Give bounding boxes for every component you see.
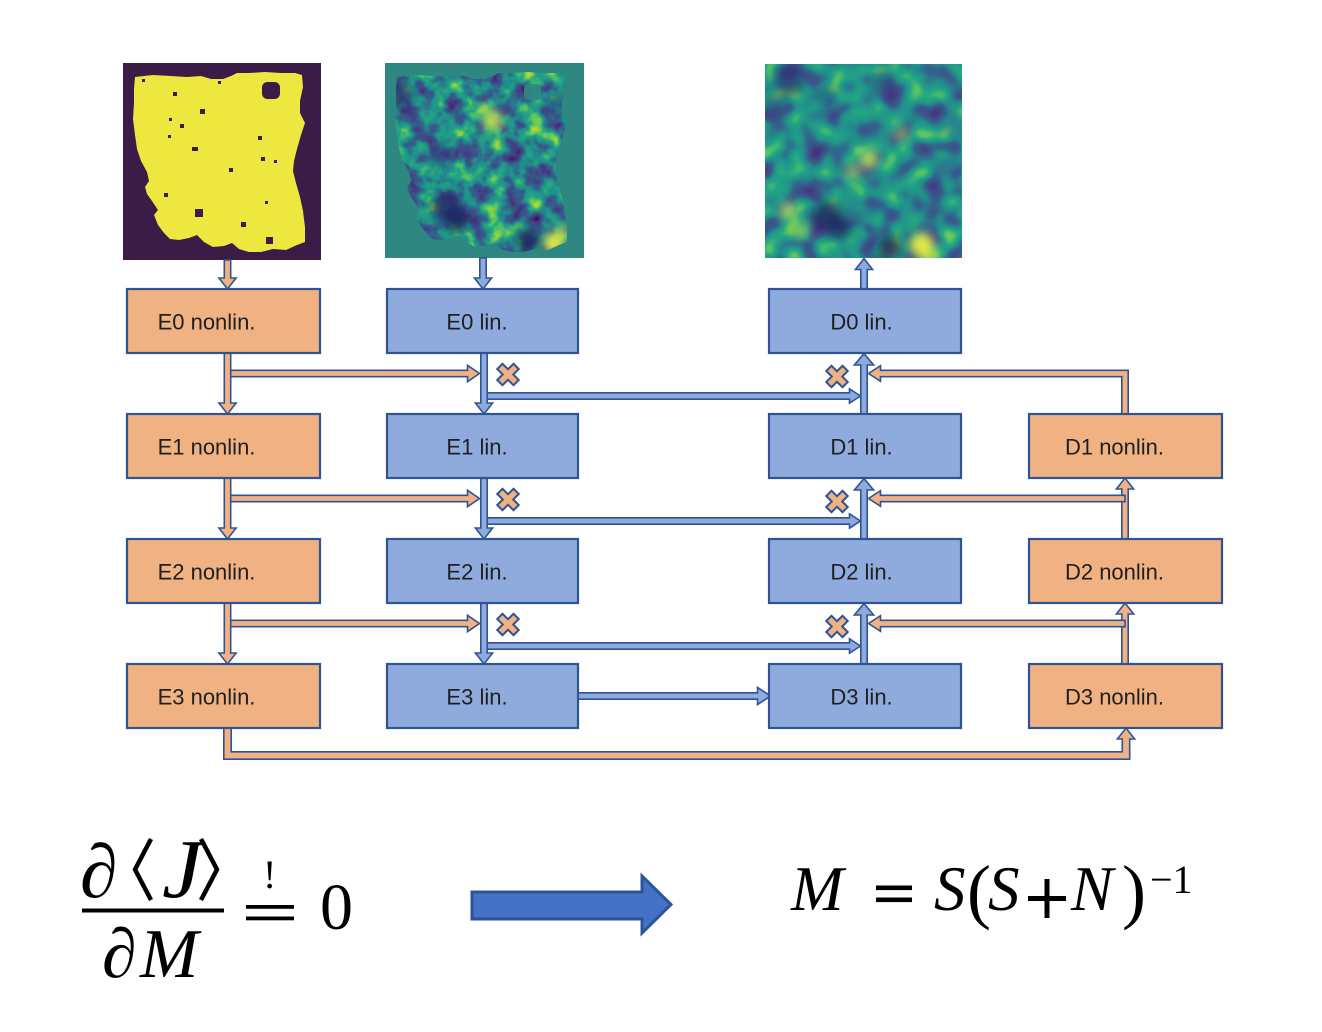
svg-text:E2 nonlin.: E2 nonlin. xyxy=(158,560,256,585)
svg-text:J: J xyxy=(162,822,207,915)
svg-text:E2 lin.: E2 lin. xyxy=(446,560,507,585)
svg-text:D3 lin.: D3 lin. xyxy=(830,685,892,710)
svg-text:M: M xyxy=(139,916,202,993)
svg-text:): ) xyxy=(1122,851,1146,931)
svg-text:D2 lin.: D2 lin. xyxy=(830,560,892,585)
svg-text:∂: ∂ xyxy=(80,830,118,914)
svg-text:(: ( xyxy=(967,851,991,931)
svg-text:E1 nonlin.: E1 nonlin. xyxy=(158,435,256,460)
svg-text:∂: ∂ xyxy=(102,916,137,993)
svg-text:D2 nonlin.: D2 nonlin. xyxy=(1065,560,1164,585)
svg-text:S: S xyxy=(934,854,966,924)
svg-text:E0 lin.: E0 lin. xyxy=(446,310,507,335)
svg-text:N: N xyxy=(1070,854,1116,924)
svg-text:E3 nonlin.: E3 nonlin. xyxy=(158,685,256,710)
svg-text:D1 nonlin.: D1 nonlin. xyxy=(1065,435,1164,460)
svg-text:E3 lin.: E3 lin. xyxy=(446,685,507,710)
svg-text:D0 lin.: D0 lin. xyxy=(830,310,892,335)
svg-text:D3 nonlin.: D3 nonlin. xyxy=(1065,685,1164,710)
svg-text:M: M xyxy=(790,854,847,924)
svg-text:S: S xyxy=(988,854,1020,924)
svg-text:0: 0 xyxy=(320,871,353,944)
svg-text:E0 nonlin.: E0 nonlin. xyxy=(158,310,256,335)
svg-text:−1: −1 xyxy=(1150,857,1193,902)
svg-text:!: ! xyxy=(263,852,276,897)
svg-text:D1 lin.: D1 lin. xyxy=(830,435,892,460)
svg-text:E1 lin.: E1 lin. xyxy=(446,435,507,460)
